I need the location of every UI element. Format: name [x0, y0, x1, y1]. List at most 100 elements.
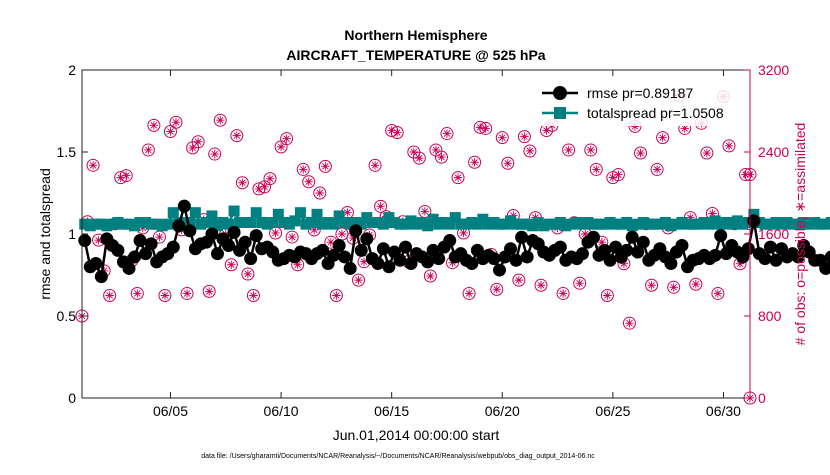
obs-possible-marker — [158, 289, 172, 302]
obs-count-point — [274, 140, 288, 154]
totalspread-point — [599, 218, 611, 230]
obs-assimilated-marker — [182, 289, 192, 298]
obs-assimilated-marker — [492, 285, 501, 294]
obs-count-point — [556, 286, 570, 300]
obs-possible-marker — [534, 278, 548, 292]
obs-assimilated-marker — [227, 260, 236, 269]
totalspread-point — [151, 218, 163, 230]
totalspread-point — [582, 217, 594, 229]
totalspread-point — [411, 218, 423, 230]
obs-assimilated-marker — [420, 207, 430, 216]
rmse-point — [338, 250, 352, 264]
obs-possible-marker — [103, 289, 117, 302]
totalspread-point — [554, 217, 566, 229]
obs-count-point — [235, 176, 249, 190]
obs-possible-marker — [246, 289, 260, 302]
obs-count-point — [634, 146, 648, 160]
rmse-point — [111, 243, 125, 257]
obs-assimilated-marker — [287, 232, 297, 242]
obs-assimilated-marker — [592, 165, 601, 174]
totalspread-point — [670, 218, 682, 230]
rmse-point — [327, 248, 341, 262]
obs-possible-marker — [296, 162, 310, 176]
obs-assimilated-marker — [359, 257, 369, 266]
totalspread-point — [123, 218, 135, 230]
y-axis-right-label: # of obs: o=possible; ∗=assimilated — [792, 123, 808, 346]
obs-possible-marker — [368, 158, 382, 172]
obs-possible-marker — [230, 129, 244, 143]
obs-assimilated-marker — [597, 238, 607, 247]
totalspread-point — [333, 210, 345, 222]
obs-assimilated-marker — [376, 202, 385, 211]
totalspread-point — [792, 218, 804, 230]
obs-possible-marker — [700, 146, 714, 160]
obs-assimilated-marker — [575, 279, 584, 288]
rmse-point — [819, 261, 830, 275]
totalspread-point — [798, 217, 810, 229]
obs-assimilated-marker — [658, 133, 667, 142]
obs-possible-marker — [645, 278, 659, 292]
rmse-point — [205, 227, 219, 241]
totalspread-point — [659, 217, 671, 229]
totalspread-point — [250, 207, 262, 219]
obs-count-point — [667, 280, 681, 294]
obs-count-point — [656, 131, 670, 145]
totalspread-point — [328, 218, 340, 230]
obs-possible-marker — [656, 131, 670, 145]
obs-assimilated-marker — [171, 118, 181, 127]
obs-possible-marker — [119, 169, 133, 183]
y-left-tick-label: 1 — [68, 226, 76, 242]
totalspread-point — [272, 208, 284, 220]
obs-assimilated-marker — [431, 145, 441, 155]
totalspread-point — [101, 220, 113, 232]
rmse-point — [210, 247, 224, 261]
obs-count-point — [523, 144, 537, 158]
rmse-point — [376, 242, 390, 256]
rmse-point — [509, 253, 523, 267]
obs-assimilated-marker — [232, 131, 242, 140]
rmse-point — [515, 230, 529, 244]
obs-count-point — [147, 118, 161, 132]
obs-assimilated-marker — [437, 152, 446, 162]
obs-assimilated-marker — [558, 289, 568, 298]
totalspread-point — [361, 212, 373, 224]
totalspread-point — [825, 217, 830, 229]
totalspread-point — [560, 220, 572, 232]
rmse-point — [636, 235, 650, 249]
obs-assimilated-marker — [122, 171, 131, 180]
rmse-point — [824, 250, 830, 264]
totalspread-point — [311, 208, 323, 220]
obs-assimilated-marker — [520, 132, 529, 141]
obs-possible-marker — [711, 286, 725, 300]
rmse-point — [122, 261, 136, 275]
obs-assimilated-marker — [343, 208, 352, 217]
totalspread-point — [482, 218, 494, 230]
obs-count-point — [285, 230, 299, 244]
obs-assimilated-marker — [702, 148, 712, 158]
rmse-point — [316, 243, 330, 257]
obs-possible-marker — [622, 316, 636, 330]
obs-count-point — [440, 127, 454, 141]
obs-possible-marker — [374, 199, 388, 213]
totalspread-point — [466, 217, 478, 229]
obs-possible-marker — [213, 113, 227, 127]
rmse-point — [504, 242, 518, 256]
rmse-point — [714, 229, 728, 243]
obs-count-point — [141, 143, 155, 157]
totalspread-point — [283, 218, 295, 230]
obs-assimilated-marker — [315, 188, 324, 198]
obs-count-point — [130, 286, 144, 300]
obs-assimilated-marker — [243, 269, 253, 279]
obs-assimilated-marker — [409, 147, 418, 157]
totalspread-point — [211, 220, 223, 232]
totalspread-point — [693, 218, 705, 230]
rmse-point — [360, 232, 374, 246]
totalspread-point — [427, 213, 439, 225]
obs-assimilated-marker — [686, 213, 695, 222]
totalspread-point — [388, 217, 400, 229]
x-axis-label: Jun.01,2014 00:00:00 start — [333, 427, 500, 443]
obs-assimilated-marker — [459, 228, 468, 238]
totalspread-point — [604, 217, 616, 229]
rmse-point — [393, 253, 407, 267]
obs-assimilated-marker — [282, 134, 291, 143]
